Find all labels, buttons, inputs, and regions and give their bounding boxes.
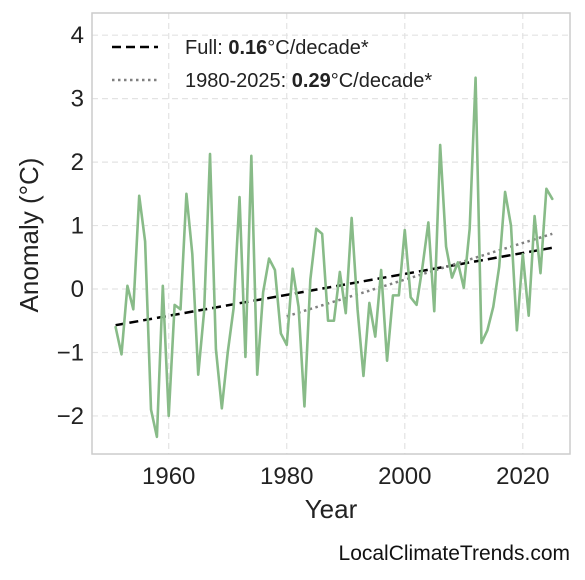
x-tick-label: 2020 xyxy=(496,463,549,490)
x-tick-label: 2000 xyxy=(378,463,431,490)
anomaly-line xyxy=(114,76,554,439)
legend-label-full-trend: Full: 0.16°C/decade* xyxy=(185,37,369,59)
anomaly-series xyxy=(114,76,554,439)
legend-full-suffix: °C/decade* xyxy=(267,37,369,59)
legend-recent-suffix: °C/decade* xyxy=(331,70,433,92)
y-tick-label: 0 xyxy=(71,276,84,303)
y-axis-label: Anomaly (°C) xyxy=(14,158,44,313)
legend: Full: 0.16°C/decade* 1980-2025: 0.29°C/d… xyxy=(112,37,432,92)
y-tick-label: 4 xyxy=(71,22,84,49)
legend-full-prefix: Full: xyxy=(185,37,228,59)
y-tick-label: −1 xyxy=(57,339,84,366)
legend-recent-value: 0.29 xyxy=(292,70,331,92)
legend-label-recent-trend: 1980-2025: 0.29°C/decade* xyxy=(185,70,432,92)
y-tick-label: 3 xyxy=(71,86,84,113)
x-tick-label: 1980 xyxy=(260,463,313,490)
watermark: LocalClimateTrends.com xyxy=(339,542,570,565)
recent-trend-line xyxy=(286,232,553,318)
y-tick-label: −2 xyxy=(57,403,84,430)
x-tick-labels: 1960 1980 2000 2020 xyxy=(142,463,549,490)
y-tick-label: 2 xyxy=(71,149,84,176)
y-tick-label: 1 xyxy=(71,213,84,240)
x-tick-label: 1960 xyxy=(142,463,195,490)
y-tick-labels: −2 −1 0 1 2 3 4 xyxy=(57,22,84,430)
legend-full-value: 0.16 xyxy=(228,37,267,59)
x-axis-label: Year xyxy=(305,494,358,524)
legend-recent-prefix: 1980-2025: xyxy=(185,70,292,92)
plot-frame xyxy=(91,12,571,455)
